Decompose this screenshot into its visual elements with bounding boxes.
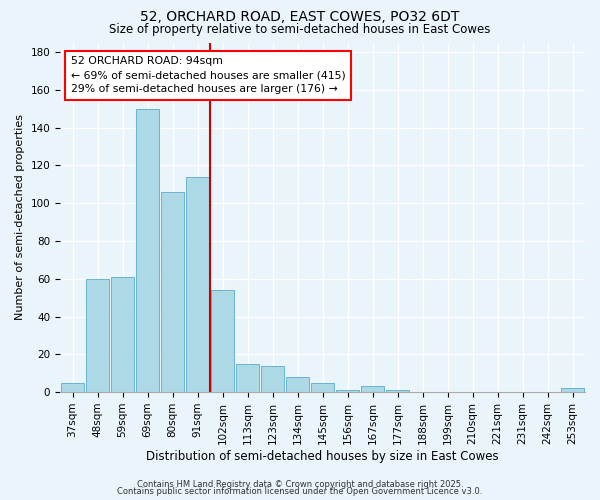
Bar	[336, 390, 359, 392]
Bar	[236, 364, 259, 392]
Bar	[286, 377, 309, 392]
Text: Contains HM Land Registry data © Crown copyright and database right 2025.: Contains HM Land Registry data © Crown c…	[137, 480, 463, 489]
Bar	[261, 366, 284, 392]
Text: Contains public sector information licensed under the Open Government Licence v3: Contains public sector information licen…	[118, 488, 482, 496]
Bar	[86, 278, 109, 392]
Bar	[311, 382, 334, 392]
Bar	[61, 382, 84, 392]
Text: Size of property relative to semi-detached houses in East Cowes: Size of property relative to semi-detach…	[109, 22, 491, 36]
Bar	[161, 192, 184, 392]
Bar	[386, 390, 409, 392]
X-axis label: Distribution of semi-detached houses by size in East Cowes: Distribution of semi-detached houses by …	[146, 450, 499, 462]
Bar	[211, 290, 234, 392]
Bar	[361, 386, 384, 392]
Text: 52 ORCHARD ROAD: 94sqm
← 69% of semi-detached houses are smaller (415)
29% of se: 52 ORCHARD ROAD: 94sqm ← 69% of semi-det…	[71, 56, 345, 94]
Bar	[186, 176, 209, 392]
Bar	[136, 108, 159, 392]
Bar	[561, 388, 584, 392]
Y-axis label: Number of semi-detached properties: Number of semi-detached properties	[15, 114, 25, 320]
Bar	[111, 277, 134, 392]
Text: 52, ORCHARD ROAD, EAST COWES, PO32 6DT: 52, ORCHARD ROAD, EAST COWES, PO32 6DT	[140, 10, 460, 24]
